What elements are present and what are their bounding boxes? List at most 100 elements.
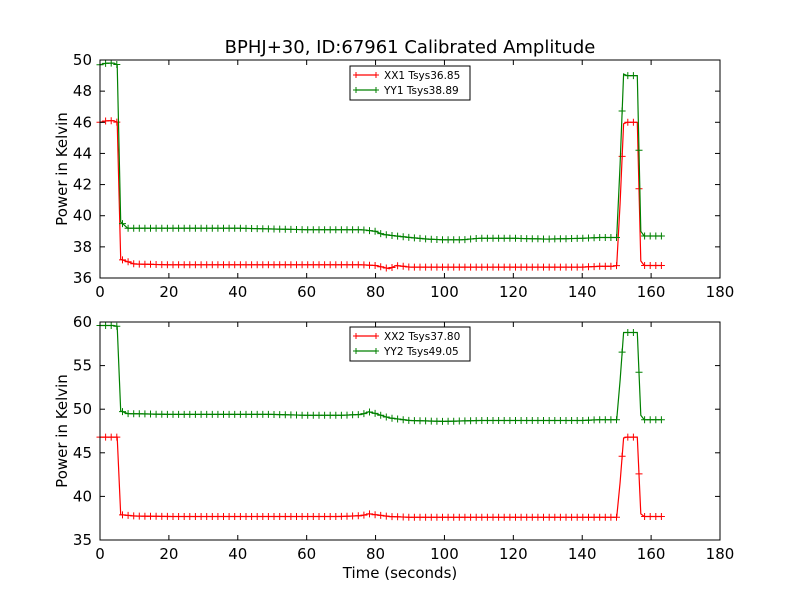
- data-point: [377, 511, 385, 519]
- x-tick-label: 100: [430, 283, 459, 301]
- data-point: [366, 227, 373, 235]
- data-point: [382, 413, 390, 421]
- x-tick-label: 100: [430, 545, 459, 563]
- data-point: [394, 262, 402, 270]
- data-point: [613, 234, 620, 241]
- y-tick-label: 45: [73, 444, 92, 462]
- x-tick-label: 20: [159, 545, 178, 563]
- data-point: [657, 262, 665, 269]
- y-tick-label: 48: [73, 82, 92, 100]
- data-point: [107, 59, 115, 67]
- data-point: [119, 256, 126, 264]
- chart-panel-1: 0 20 40 60 80 100 120 140 160 180 36 38 40 42 44 46 48 50…: [53, 51, 734, 301]
- data-point: [613, 262, 620, 270]
- data-point: [388, 414, 396, 422]
- chart-panel-2: 0 20 40 60 80 100 120 140 160 180 35 40 45 50 55 60 Powe…: [53, 313, 734, 582]
- x-tick-label: 120: [499, 283, 528, 301]
- x-tick-label: 0: [95, 283, 105, 301]
- series-markers-2: [96, 59, 665, 244]
- data-point: [399, 416, 407, 424]
- y-tick-label: 46: [73, 113, 92, 131]
- legend-swatch-marker: [353, 72, 379, 78]
- data-point: [113, 61, 121, 68]
- data-point: [399, 262, 407, 270]
- y-tick-label: 40: [73, 487, 92, 505]
- y-tick-label: 36: [73, 269, 92, 287]
- data-point: [618, 152, 626, 160]
- data-point: [360, 511, 368, 519]
- data-point: [119, 220, 126, 228]
- data-point: [388, 232, 396, 239]
- data-point: [388, 264, 396, 271]
- data-point: [366, 408, 373, 416]
- y-tick-label: 38: [73, 238, 92, 256]
- x-tick-label: 0: [95, 545, 105, 563]
- x-axis-label: Time (seconds): [342, 564, 458, 582]
- data-point: [394, 232, 402, 240]
- legend-label: YY2 Tsys49.05: [383, 346, 459, 358]
- data-point: [618, 348, 626, 356]
- data-point: [107, 322, 115, 329]
- data-point: [635, 146, 643, 154]
- data-point: [371, 409, 379, 417]
- data-point: [635, 185, 643, 193]
- data-point: [618, 452, 626, 460]
- x-tick-label: 40: [228, 283, 247, 301]
- legend-label: XX2 Tsys37.80: [384, 331, 460, 343]
- data-point: [371, 227, 379, 235]
- data-point: [124, 258, 132, 266]
- x-tick-label: 140: [568, 283, 597, 301]
- data-point: [657, 232, 665, 240]
- data-point: [354, 512, 362, 520]
- legend-box: [349, 65, 471, 101]
- legend: XX1 Tsys36.85 YY1 Tsys38.89: [349, 65, 471, 101]
- data-point: [635, 470, 643, 478]
- legend-label: YY1 Tsys38.89: [383, 85, 459, 97]
- legend-swatch-marker: [353, 348, 379, 354]
- data-point: [377, 230, 385, 238]
- data-point: [119, 408, 126, 416]
- x-tick-label: 160: [637, 283, 666, 301]
- y-tick-label: 55: [73, 357, 92, 375]
- legend-box: [349, 326, 471, 362]
- x-tick-label: 180: [706, 545, 735, 563]
- data-point: [360, 226, 368, 234]
- y-axis-label: Power in Kelvin: [53, 374, 71, 488]
- data-point: [629, 72, 637, 80]
- plot-frame: [99, 321, 721, 541]
- y-tick-label: 42: [73, 176, 92, 194]
- data-point: [629, 433, 637, 441]
- data-point: [613, 416, 620, 424]
- data-point: [377, 411, 385, 419]
- data-point: [113, 433, 121, 441]
- data-point: [399, 233, 407, 241]
- figure-title: BPHJ+30, ID:67961 Calibrated Amplitude: [225, 37, 596, 58]
- x-tick-label: 20: [159, 283, 178, 301]
- y-tick-label: 60: [73, 313, 92, 331]
- y-axis-label: Power in Kelvin: [53, 112, 71, 226]
- data-point: [607, 262, 615, 270]
- series-markers-1: [96, 433, 665, 521]
- data-point: [394, 415, 402, 423]
- x-tick-label: 180: [706, 283, 735, 301]
- x-tick-label: 80: [366, 283, 385, 301]
- y-tick-label: 44: [73, 144, 92, 162]
- data-point: [113, 322, 121, 330]
- data-point: [360, 410, 368, 418]
- data-point: [366, 510, 373, 518]
- legend: XX2 Tsys37.80 YY2 Tsys49.05: [349, 326, 471, 362]
- data-point: [629, 118, 637, 126]
- data-point: [354, 411, 362, 419]
- x-tick-label: 160: [637, 545, 666, 563]
- x-tick-label: 120: [499, 545, 528, 563]
- legend-label: XX1 Tsys36.85: [384, 70, 460, 82]
- data-point: [371, 511, 379, 519]
- x-tick-label: 60: [297, 283, 316, 301]
- data-point: [635, 368, 643, 376]
- legend-swatch-marker: [353, 333, 379, 339]
- data-point: [382, 231, 390, 239]
- x-tick-label: 60: [297, 545, 316, 563]
- data-point: [613, 513, 620, 521]
- series-markers-1: [96, 117, 665, 272]
